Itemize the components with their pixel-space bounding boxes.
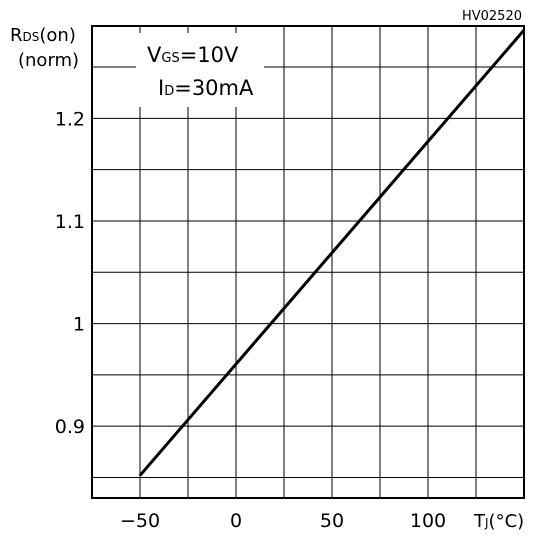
- y-axis-label-main: R: [10, 25, 23, 46]
- annotation-vgs: VGS=10V: [147, 43, 239, 67]
- y-axis-label: RDS(on): [10, 25, 76, 46]
- x-tick-label: 0: [230, 510, 242, 532]
- annotation-vgs-main: V: [147, 43, 162, 67]
- chart-code: HV02520: [462, 9, 522, 24]
- x-axis-label-tail: (°C): [489, 511, 525, 532]
- plot-frame: [91, 25, 525, 499]
- y-axis-label-tail: (on): [39, 25, 75, 46]
- y-tick-label: 0.9: [55, 416, 85, 438]
- x-axis-label: TJ(°C): [473, 511, 524, 532]
- x-tick-label: −50: [120, 510, 160, 532]
- annotation-box: [136, 33, 264, 107]
- series-line: [138, 29, 526, 477]
- x-tick-label: 100: [410, 510, 446, 532]
- y-tick-label: 1.2: [55, 108, 85, 130]
- annotation-id-sub: D: [164, 84, 174, 99]
- tick-labels: −50 0 50 100 0.9 1 1.1 1.2: [55, 108, 446, 532]
- grid: [92, 26, 524, 498]
- annotation-id-tail: =30mA: [174, 76, 254, 100]
- annotation-id: ID=30mA: [158, 76, 254, 100]
- x-axis-label-main: T: [473, 511, 486, 532]
- y-axis-unit: (norm): [18, 50, 79, 71]
- y-tick-label: 1: [73, 314, 85, 336]
- x-tick-label: 50: [320, 510, 344, 532]
- series-layer: [138, 29, 526, 477]
- annotation-vgs-sub: GS: [161, 51, 179, 66]
- annotation-id-main: I: [158, 76, 164, 100]
- y-tick-label: 1.1: [55, 211, 85, 233]
- x-axis-label-sub: J: [484, 516, 489, 530]
- y-axis-label-sub: DS: [23, 30, 40, 44]
- annotation-vgs-tail: =10V: [180, 43, 239, 67]
